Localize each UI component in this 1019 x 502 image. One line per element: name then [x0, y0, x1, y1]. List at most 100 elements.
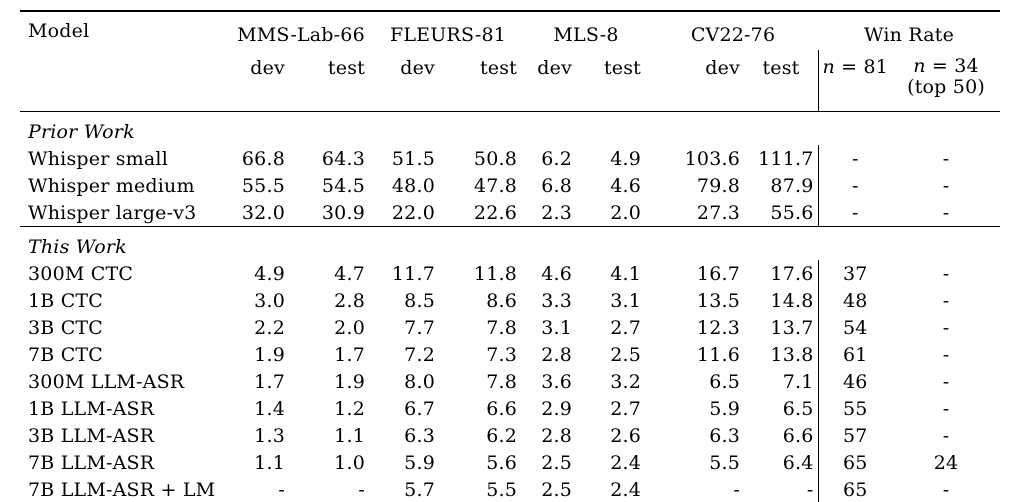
model-name: 1B CTC	[28, 289, 104, 312]
metric-value: 3.0	[254, 289, 285, 312]
metric-value: 32.0	[241, 201, 285, 224]
metric-value: 11.8	[473, 262, 518, 285]
metric-value: 2.5	[541, 478, 573, 501]
metric-value: 2.5	[610, 343, 642, 366]
table-row: 3B LLM-ASR 1.3 1.1 6.3 6.2 2.8 2.6 6.3 6.6 57 -	[20, 422, 1000, 449]
metric-value: 1.9	[334, 370, 365, 393]
metric-value: 87.9	[770, 174, 814, 197]
metric-value: 11.7	[391, 262, 435, 285]
metric-value: 79.8	[696, 174, 741, 197]
metric-value: 5.7	[404, 478, 435, 501]
model-name: 3B CTC	[28, 316, 104, 339]
model-name: 1B LLM-ASR	[28, 397, 155, 420]
win-rate-value: 61	[817, 341, 893, 368]
win-rate-value: 65	[817, 476, 893, 502]
metric-value: 2.8	[541, 424, 573, 447]
header-group-row: Model MMS-Lab-66 FLEURS-81 MLS-8 CV22-76…	[20, 11, 1000, 50]
section-label-row: Prior Work	[20, 112, 1000, 146]
table-row: 7B CTC 1.9 1.7 7.2 7.3 2.8 2.5 11.6 13.8 61 -	[20, 341, 1000, 368]
col-subheader-cv-dev: dev	[705, 57, 741, 79]
metric-value: 6.2	[486, 424, 518, 447]
metric-value: 6.7	[404, 397, 435, 420]
metric-value: 54.5	[321, 174, 365, 197]
metric-value: 2.5	[541, 451, 573, 474]
metric-value: 1.0	[334, 451, 365, 474]
metric-value: 2.9	[541, 397, 573, 420]
win-rate-value: 24	[933, 451, 959, 474]
top50-note: (top 50)	[907, 76, 985, 98]
n34-value: = 34	[925, 55, 979, 77]
table-row: 7B LLM-ASR 1.1 1.0 5.9 5.6 2.5 2.4 5.5 6.4 65 24	[20, 449, 1000, 476]
metric-value: 8.6	[486, 289, 518, 312]
n81-value: = 81	[834, 56, 889, 78]
metric-value: 1.9	[254, 343, 285, 366]
metric-value: 55.5	[241, 174, 285, 197]
metric-value: 3.3	[541, 289, 573, 312]
col-subheader-mls-dev: dev	[537, 57, 573, 79]
metric-value: 3.6	[541, 370, 573, 393]
metric-value: 13.5	[696, 289, 741, 312]
metric-value: 55.6	[770, 201, 814, 224]
table-row: Whisper large-v3 32.0 30.9 22.0 22.6 2.3 2.0 27…	[20, 199, 1000, 227]
table-row: Whisper medium 55.5 54.5 48.0 47.8 6.8 4.6 79.8…	[20, 172, 1000, 199]
metric-value: 13.8	[770, 343, 814, 366]
metric-value: 50.8	[473, 147, 518, 170]
metric-value: 13.7	[770, 316, 814, 339]
n-variable: n	[913, 55, 926, 77]
metric-value: 2.7	[610, 397, 642, 420]
metric-value: 1.4	[254, 397, 285, 420]
win-rate-value: 46	[817, 368, 893, 395]
metric-value: 8.5	[404, 289, 435, 312]
win-rate-value: 57	[817, 422, 893, 449]
table-row: 7B LLM-ASR + LM - -5.7 5.5 2.5 2.4- -65-	[20, 476, 1000, 502]
metric-value: 7.3	[486, 343, 518, 366]
section-label-row: This Work	[20, 227, 1000, 261]
col-subheader-n34-top50: n = 34 (top 50)	[892, 50, 1000, 112]
col-group-win-rate: Win Rate	[863, 24, 955, 46]
win-rate-value: -	[817, 172, 893, 199]
metric-value: 4.9	[610, 147, 642, 170]
metric-value: 12.3	[696, 316, 741, 339]
metric-value: 2.6	[610, 424, 642, 447]
win-rate-value: -	[942, 174, 950, 197]
asr-results-table: Model MMS-Lab-66 FLEURS-81 MLS-8 CV22-76…	[20, 10, 1001, 502]
metric-value: 6.2	[541, 147, 573, 170]
col-subheader-mls-test: test	[603, 57, 642, 79]
metric-value: 2.4	[610, 478, 642, 501]
metric-value: 2.4	[610, 451, 642, 474]
metric-value: 6.3	[709, 424, 741, 447]
metric-value: 66.8	[241, 147, 285, 170]
table-row: Whisper small 66.8 64.3 51.5 50.8 6.2 4.9 103.6…	[20, 145, 1000, 172]
win-rate-value: -	[942, 424, 950, 447]
metric-value: 2.8	[541, 343, 573, 366]
metric-value: 1.2	[334, 397, 365, 420]
n-variable: n	[822, 56, 835, 78]
col-subheader-fleurs-test: test	[479, 57, 518, 79]
model-name: 300M CTC	[28, 262, 134, 285]
metric-value: 2.0	[610, 201, 642, 224]
metric-value: 1.7	[254, 370, 285, 393]
metric-value: 2.7	[610, 316, 642, 339]
header-sub-row: dev test dev test dev test dev test n = …	[20, 50, 1000, 112]
win-rate-value: 54	[817, 314, 893, 341]
table-row: 300M CTC 4.9 4.7 11.7 11.8 4.6 4.1 16.7 17.6 37 -	[20, 260, 1000, 287]
metric-value: 17.6	[770, 262, 814, 285]
section-this-work: This Work 300M CTC 4.9 4.7 11.7 11.8 4.6 4.1 16.…	[20, 227, 1000, 502]
win-rate-value: -	[942, 397, 950, 420]
metric-value: 14.8	[770, 289, 814, 312]
table-row: 1B CTC 3.0 2.8 8.5 8.6 3.3 3.1 13.5 14.8 48 -	[20, 287, 1000, 314]
metric-value: 3.2	[610, 370, 642, 393]
metric-value: 16.7	[696, 262, 741, 285]
table-row: 300M LLM-ASR 1.7 1.9 8.0 7.8 3.6 3.2 6.5 7.1 46 -	[20, 368, 1000, 395]
metric-value: 27.3	[696, 201, 741, 224]
metric-value: 6.5	[782, 397, 814, 420]
metric-value: 5.6	[486, 451, 518, 474]
win-rate-value: 48	[817, 287, 893, 314]
metric-value: 5.5	[709, 451, 741, 474]
metric-value: 48.0	[391, 174, 435, 197]
metric-value: 103.6	[684, 147, 741, 170]
win-rate-value: 37	[817, 260, 893, 287]
model-name: 300M LLM-ASR	[28, 370, 185, 393]
metric-value: 4.9	[254, 262, 285, 285]
